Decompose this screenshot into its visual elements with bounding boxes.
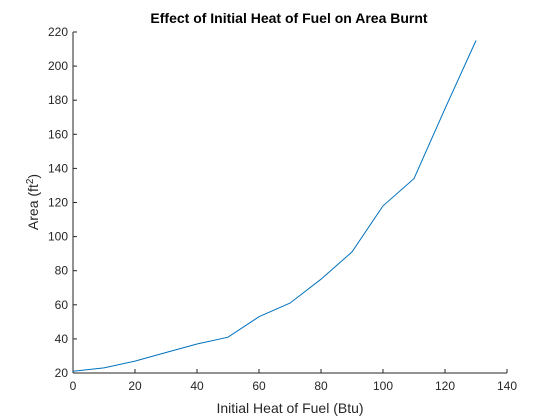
y-tick-label: 180 <box>48 93 68 107</box>
y-tick-label: 140 <box>48 161 68 175</box>
y-tick-label: 160 <box>48 127 68 141</box>
y-tick-label: 80 <box>55 264 69 278</box>
x-tick-label: 40 <box>190 379 204 393</box>
y-axis-label-superscript: 2 <box>25 178 36 184</box>
x-ticks: 0 20 40 60 80 100 120 140 <box>70 369 517 393</box>
y-axis-label-main: Area (ft <box>25 184 41 230</box>
x-tick-label: 120 <box>435 379 455 393</box>
y-axis-label-end: ) <box>25 174 41 179</box>
x-tick-label: 80 <box>314 379 328 393</box>
series-group <box>72 40 477 372</box>
y-tick-label: 100 <box>48 230 68 244</box>
x-tick-label: 20 <box>128 379 142 393</box>
y-tick-label: 60 <box>55 298 69 312</box>
x-tick-label: 0 <box>70 379 77 393</box>
x-tick-label: 100 <box>373 379 393 393</box>
chart-title: Effect of Initial Heat of Fuel on Area B… <box>150 10 428 26</box>
y-tick-label: 40 <box>55 332 69 346</box>
x-tick-label: 60 <box>252 379 266 393</box>
x-tick-label: 140 <box>497 379 517 393</box>
series-line <box>72 40 477 372</box>
y-tick-label: 220 <box>48 25 68 39</box>
y-axis-label: Area (ft2) <box>25 174 41 230</box>
y-tick-label: 200 <box>48 59 68 73</box>
y-tick-label: 120 <box>48 196 68 210</box>
axes <box>72 32 507 374</box>
x-axis-label: Initial Heat of Fuel (Btu) <box>216 400 363 416</box>
y-tick-label: 20 <box>55 366 69 380</box>
y-ticks: 20 40 60 80 100 120 140 160 180 200 220 <box>48 25 77 380</box>
